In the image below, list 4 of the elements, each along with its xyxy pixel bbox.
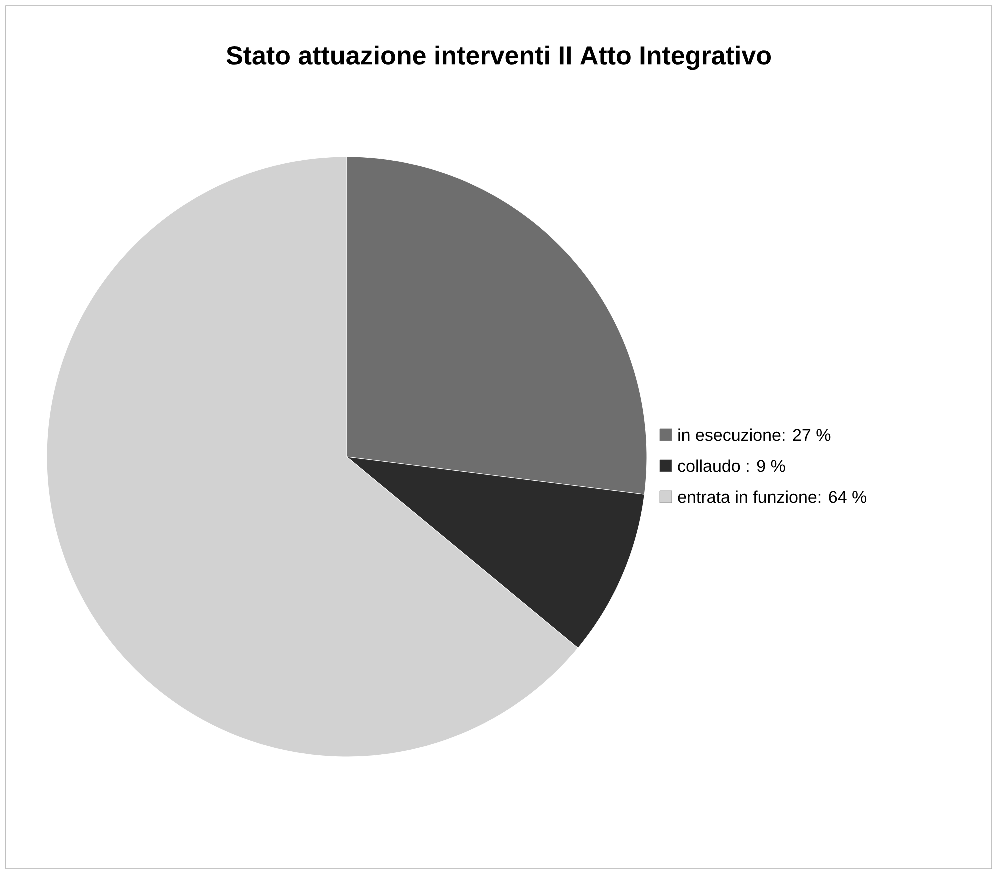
legend-label: entrata in funzione: 64 %: [678, 490, 867, 504]
legend-label: collaudo : 9 %: [678, 460, 786, 472]
chart-title: Stato attuazione interventi II Atto Integrativo: [226, 46, 772, 70]
legend-label: in esecuzione: 27 %: [678, 428, 831, 442]
